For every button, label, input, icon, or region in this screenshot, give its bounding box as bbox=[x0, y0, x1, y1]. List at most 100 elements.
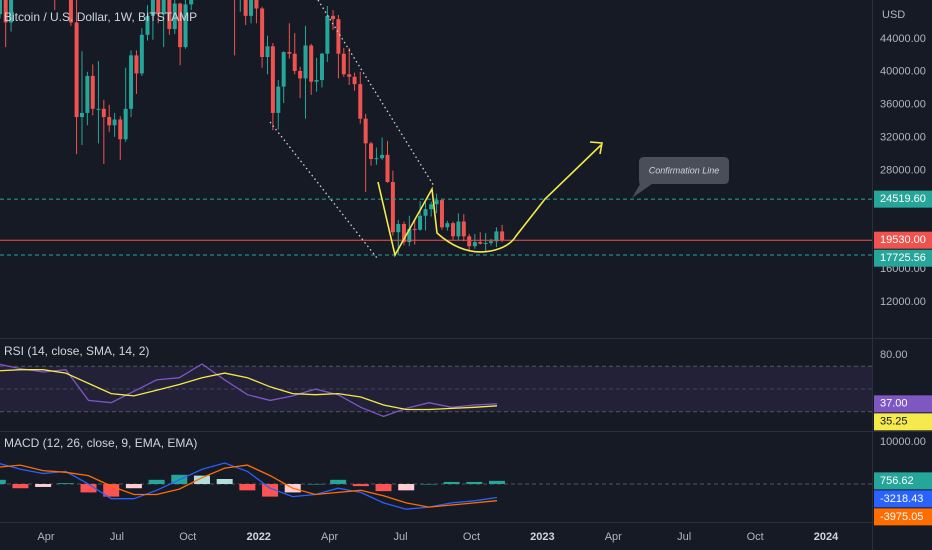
candle-body bbox=[494, 231, 499, 242]
candle-body bbox=[331, 15, 336, 20]
callout-text: Confirmation Line bbox=[649, 165, 720, 175]
candle-body bbox=[139, 34, 144, 74]
trend-line bbox=[317, 0, 435, 187]
y-tick-label: 36000.00 bbox=[880, 99, 926, 111]
histogram-bar bbox=[466, 481, 483, 485]
histogram-bar bbox=[35, 484, 52, 487]
indicator-line bbox=[0, 462, 498, 510]
histogram-bar bbox=[443, 481, 460, 485]
candle-body bbox=[260, 8, 265, 58]
candle-body bbox=[254, 0, 259, 9]
candle-body bbox=[325, 15, 330, 54]
candle-body bbox=[412, 228, 417, 230]
candle-body bbox=[363, 118, 368, 144]
candle-body bbox=[369, 143, 374, 160]
histogram-bar bbox=[398, 484, 415, 491]
candle-body bbox=[385, 154, 390, 183]
histogram-bar bbox=[330, 479, 347, 485]
candle-body bbox=[0, 0, 2, 15]
candle-body bbox=[90, 75, 95, 109]
candle-body bbox=[243, 0, 248, 16]
candle-body bbox=[287, 52, 292, 54]
histogram-bar bbox=[193, 475, 210, 485]
callout-box bbox=[632, 157, 729, 198]
x-tick-label: 2024 bbox=[814, 531, 839, 543]
y-tick-label: 10000.00 bbox=[880, 436, 926, 448]
candle-body bbox=[183, 4, 188, 48]
histogram-bar bbox=[488, 480, 505, 485]
candle-body bbox=[112, 119, 117, 126]
candle-body bbox=[390, 182, 395, 233]
indicator-line bbox=[0, 363, 498, 418]
candle-body bbox=[298, 70, 303, 79]
histogram-bar bbox=[57, 483, 74, 485]
histogram-bar bbox=[0, 479, 6, 485]
y-tick-label: 12000.00 bbox=[880, 296, 926, 308]
candle-body bbox=[500, 231, 505, 241]
candle-body bbox=[456, 221, 461, 237]
plot-area bbox=[0, 0, 872, 510]
candle-body bbox=[161, 0, 166, 15]
candle-body bbox=[107, 117, 112, 126]
histogram-bar bbox=[420, 484, 437, 485]
price-label-box bbox=[874, 413, 932, 431]
price-label-text: 37.00 bbox=[880, 398, 908, 410]
y-tick-label: 44000.00 bbox=[880, 33, 926, 45]
candle-body bbox=[167, 0, 172, 30]
candle-body bbox=[478, 242, 483, 244]
x-tick-label: Jul bbox=[394, 531, 408, 543]
indicator-title: MACD (12, 26, close, 9, EMA, EMA) bbox=[4, 436, 197, 450]
candle-body bbox=[79, 112, 84, 118]
candle-body bbox=[352, 76, 357, 85]
histogram-bar bbox=[352, 484, 369, 487]
histogram-bar bbox=[148, 479, 165, 485]
candle-body bbox=[407, 228, 412, 243]
candle-body bbox=[68, 0, 73, 23]
y-tick-label: 28000.00 bbox=[880, 164, 926, 176]
price-label-box bbox=[874, 490, 932, 508]
candle-body bbox=[123, 108, 128, 140]
candle-body bbox=[418, 215, 423, 230]
candle-body bbox=[74, 22, 79, 118]
x-tick-label: 2023 bbox=[530, 531, 554, 543]
candle-body bbox=[347, 74, 352, 77]
price-labels: Apr Jul Oct 2022 Apr Jul Oct 2023 Apr Jul Oct 2024 4… bbox=[37, 33, 932, 543]
candle-body bbox=[401, 223, 406, 243]
candle-body bbox=[467, 236, 472, 247]
candle-body bbox=[145, 15, 150, 35]
price-label-box bbox=[874, 249, 932, 267]
x-tick-label: Apr bbox=[37, 531, 54, 543]
y-axis-label: USD bbox=[882, 9, 905, 21]
candle-body bbox=[336, 19, 341, 54]
candle-body bbox=[309, 45, 314, 82]
candle-body bbox=[156, 0, 161, 15]
y-tick-label: 32000.00 bbox=[880, 132, 926, 144]
candle-body bbox=[265, 46, 270, 58]
candle-body bbox=[451, 223, 456, 237]
indicator-title: RSI (14, close, SMA, 14, 2) bbox=[4, 344, 149, 358]
price-label-box bbox=[874, 231, 932, 249]
price-label-box bbox=[874, 508, 932, 526]
candle-body bbox=[303, 45, 308, 79]
candle-body bbox=[129, 55, 134, 109]
price-label-text: 35.25 bbox=[880, 416, 908, 428]
candle-body bbox=[3, 0, 8, 23]
chart-title: Bitcoin / U.S. Dollar, 1W, BITSTAMP bbox=[4, 10, 197, 24]
price-label-text: 17725.56 bbox=[880, 252, 926, 264]
candle-body bbox=[423, 209, 428, 216]
candle-body bbox=[281, 52, 286, 87]
candle-body bbox=[489, 241, 494, 243]
candle-body bbox=[178, 3, 183, 48]
candle-body bbox=[429, 204, 434, 210]
x-tick-label: Jul bbox=[110, 531, 124, 543]
price-label-text: 19530.00 bbox=[880, 234, 926, 246]
candle-body bbox=[85, 75, 90, 113]
y-tick-label: 80.00 bbox=[880, 349, 908, 361]
x-tick-label: Apr bbox=[321, 531, 338, 543]
candle-body bbox=[461, 221, 466, 237]
x-tick-label: Jul bbox=[677, 531, 691, 543]
candle-body bbox=[172, 3, 177, 30]
candle-body bbox=[134, 55, 139, 74]
